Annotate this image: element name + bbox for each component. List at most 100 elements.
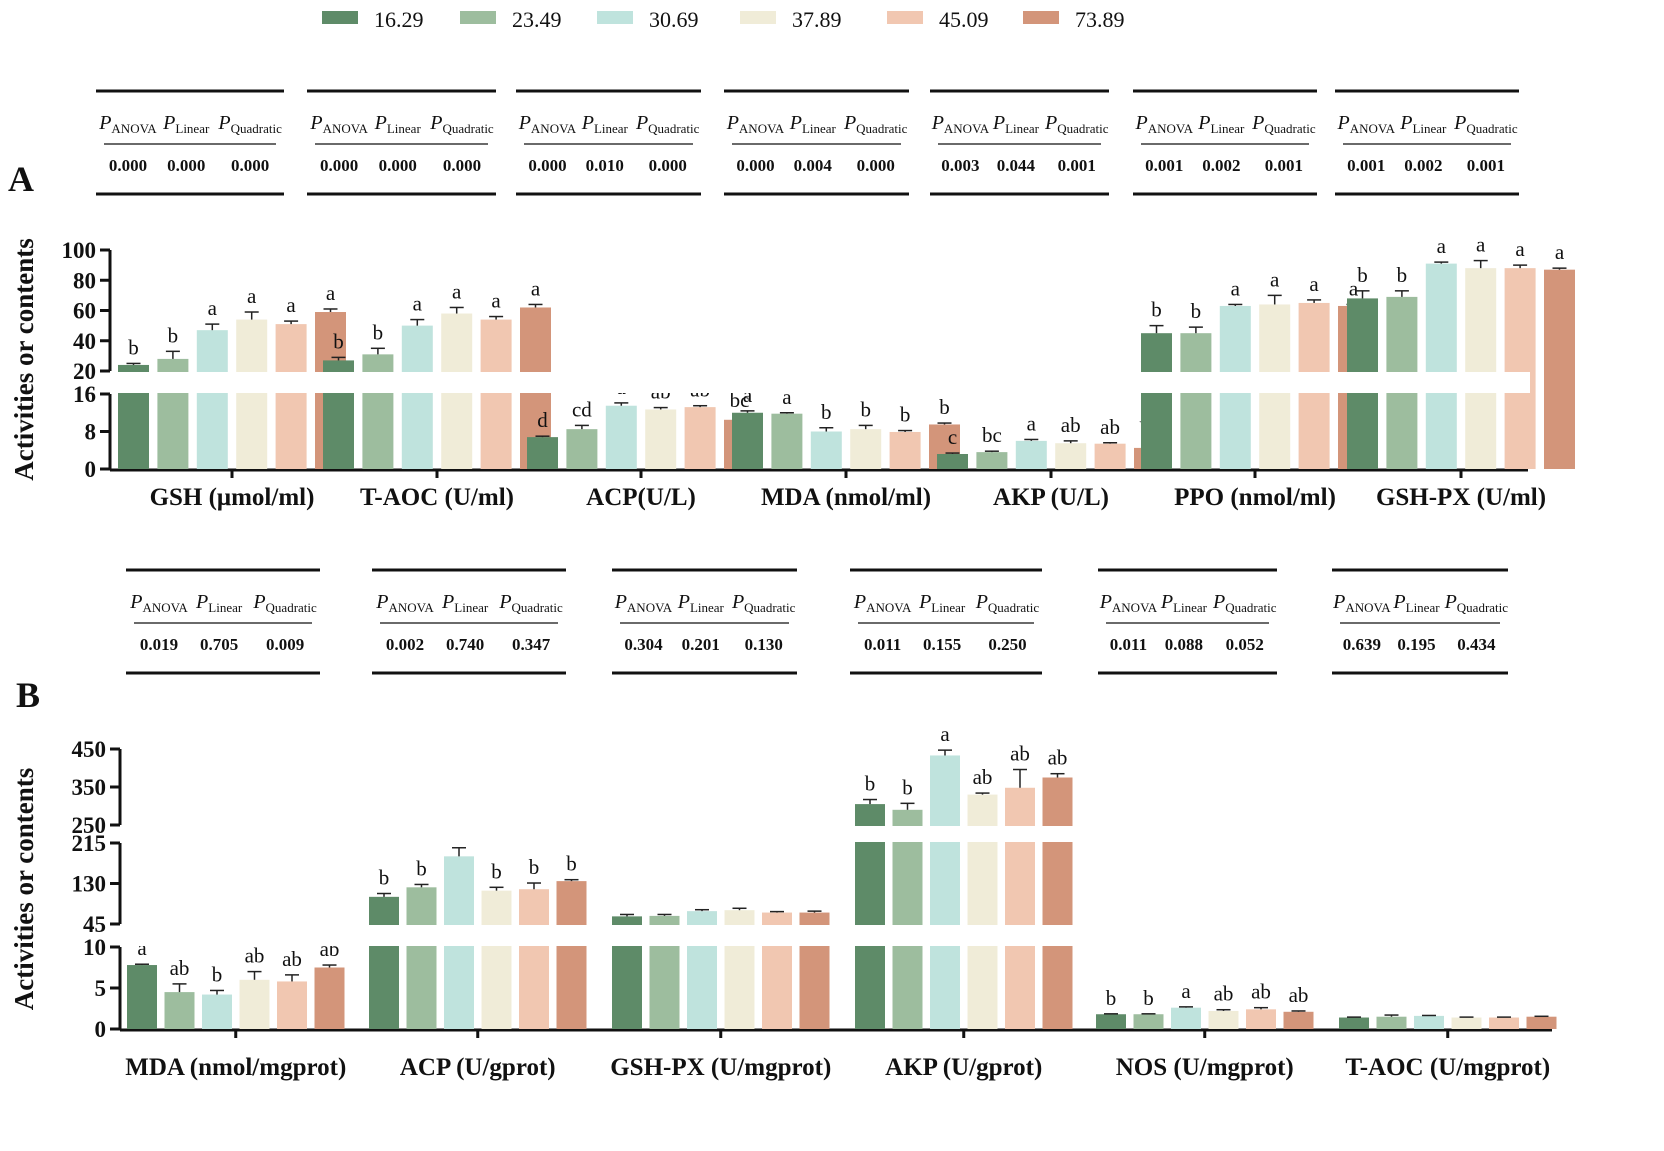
significance-letter: b (373, 320, 384, 344)
bar (202, 994, 232, 1029)
p-value: 0.088 (1165, 635, 1203, 654)
significance-letter: a (413, 292, 423, 316)
bar (810, 431, 842, 469)
stats-header-label: PQuadratic (217, 112, 282, 136)
stats-header-label: PANOVA (931, 112, 990, 136)
significance-letter: a (531, 276, 541, 300)
stats-header-label: PLinear (441, 591, 489, 615)
bar (1133, 1014, 1164, 1029)
bar (937, 454, 968, 469)
p-value: 0.000 (443, 156, 481, 175)
stats-header-label: PANOVA (129, 591, 188, 615)
bar (369, 896, 399, 1029)
stats-header-label: PANOVA (614, 591, 673, 615)
p-value: 0.002 (386, 635, 424, 654)
stats-header-label: PLinear (1160, 591, 1208, 615)
stats-header-label: PQuadratic (429, 112, 494, 136)
y-tick-label: 130 (72, 872, 107, 897)
category-label: ACP(U/L) (586, 484, 696, 511)
stats-header-label: PLinear (374, 112, 422, 136)
stats-header-label: PQuadratic (498, 591, 563, 615)
significance-letter: a (743, 383, 753, 407)
bar (850, 429, 882, 469)
significance-letter: b (379, 866, 390, 890)
significance-letter: b (865, 772, 876, 796)
significance-letter: ab (282, 947, 302, 971)
y-tick-label: 40 (73, 329, 96, 354)
y-tick-label: 8 (85, 420, 97, 445)
significance-letter: b (939, 395, 950, 419)
bar (1544, 269, 1575, 469)
bar (401, 325, 433, 469)
panel-label: B (16, 675, 40, 715)
y-tick-label: 350 (72, 775, 107, 800)
p-value: 0.195 (1397, 635, 1435, 654)
significance-letter: a (1555, 240, 1565, 264)
bar (1526, 1016, 1557, 1029)
bar (1465, 268, 1497, 469)
significance-letter: a (1181, 979, 1191, 1003)
bar (527, 437, 558, 469)
category-label: GSH-PX (U/mgprot) (610, 1054, 831, 1081)
p-value: 0.052 (1226, 635, 1264, 654)
bar (1425, 263, 1457, 469)
significance-letter: b (1357, 263, 1368, 287)
legend-label: 30.69 (649, 7, 699, 32)
bar (406, 887, 437, 1029)
y-tick-label: 5 (95, 976, 107, 1001)
significance-letter: a (1309, 272, 1319, 296)
significance-letter: a (1515, 237, 1525, 261)
p-value: 0.019 (140, 635, 178, 654)
stats-header-label: PQuadratic (1044, 112, 1109, 136)
p-value: 0.001 (1145, 156, 1183, 175)
category-label: PPO (nmol/ml) (1174, 484, 1336, 511)
stats-header-label: PLinear (195, 591, 243, 615)
significance-letter: a (452, 279, 462, 303)
stats-header-label: PANOVA (309, 112, 368, 136)
bar (1005, 787, 1035, 1029)
y-tick-label: 0 (95, 1017, 107, 1042)
panel-label: A (8, 159, 34, 199)
stats-header-label: PQuadratic (1444, 591, 1509, 615)
significance-letter: b (416, 856, 427, 880)
category-label: AKP (U/gprot) (885, 1054, 1042, 1081)
significance-letter: ab (1048, 746, 1068, 770)
y-tick-label: 45 (83, 912, 106, 937)
category-label: GSH (μmol/ml) (150, 484, 315, 511)
significance-letter: b (212, 962, 223, 986)
significance-letter: a (1476, 233, 1486, 257)
axis-break-gap (112, 372, 1530, 393)
bar (556, 881, 587, 1029)
bar (239, 979, 270, 1029)
stats-header-label: PLinear (677, 591, 725, 615)
p-value: 0.003 (941, 156, 979, 175)
stats-header-label: PLinear (162, 112, 210, 136)
significance-letter: ab (973, 765, 993, 789)
p-value: 0.705 (200, 635, 238, 654)
significance-letter: b (1143, 986, 1154, 1010)
p-value: 0.250 (988, 635, 1026, 654)
significance-letter: b (860, 397, 871, 421)
bar (1096, 1014, 1126, 1029)
bar (277, 981, 307, 1029)
significance-letter: b (902, 775, 913, 799)
p-value: 0.001 (1467, 156, 1505, 175)
bar (930, 755, 960, 1029)
p-value: 0.001 (1058, 156, 1096, 175)
p-value: 0.002 (1404, 156, 1442, 175)
legend-label: 73.89 (1075, 7, 1125, 32)
legend-swatch (322, 11, 358, 24)
significance-letter: a (1027, 411, 1037, 435)
significance-letter: a (137, 936, 147, 960)
legend-swatch (740, 11, 776, 24)
category-label: AKP (U/L) (993, 484, 1109, 511)
significance-letter: ab (1251, 980, 1271, 1004)
legend-label: 23.49 (512, 7, 562, 32)
stats-header-label: PQuadratic (1251, 112, 1316, 136)
legend-label: 45.09 (939, 7, 989, 32)
stats-header-label: PANOVA (1135, 112, 1194, 136)
significance-letter: ab (170, 956, 190, 980)
significance-letter: a (1270, 267, 1280, 291)
significance-letter: bc (730, 388, 750, 412)
